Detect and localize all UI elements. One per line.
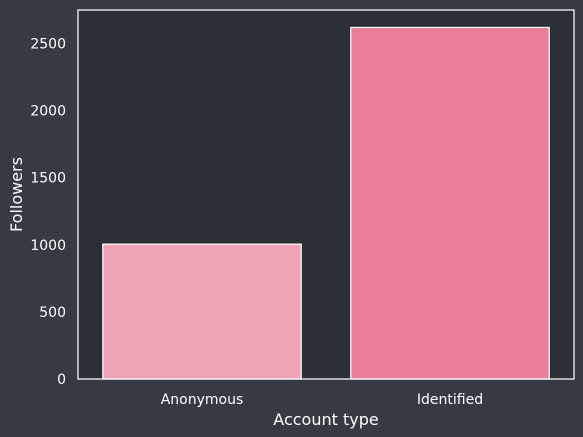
y-tick-label: 2000 (30, 104, 66, 120)
y-tick-label: 1000 (30, 238, 66, 254)
y-axis-label: Followers (7, 157, 26, 232)
y-tick-label: 0 (57, 372, 66, 388)
bar-anonymous (102, 243, 302, 380)
x-tick-label: Identified (417, 392, 483, 408)
x-tick-label: Anonymous (161, 392, 244, 408)
bars-layer (102, 26, 550, 380)
y-tick-label: 1500 (30, 171, 66, 187)
bar-identified (350, 26, 550, 380)
plot-frame (77, 9, 575, 380)
x-axis-ticks: Anonymous Identified (161, 392, 483, 408)
y-tick-label: 500 (39, 305, 66, 321)
y-axis-ticks: 0 500 1000 1500 2000 2500 (30, 37, 66, 388)
y-tick-label: 2500 (30, 37, 66, 53)
x-axis-label: Account type (273, 410, 378, 429)
